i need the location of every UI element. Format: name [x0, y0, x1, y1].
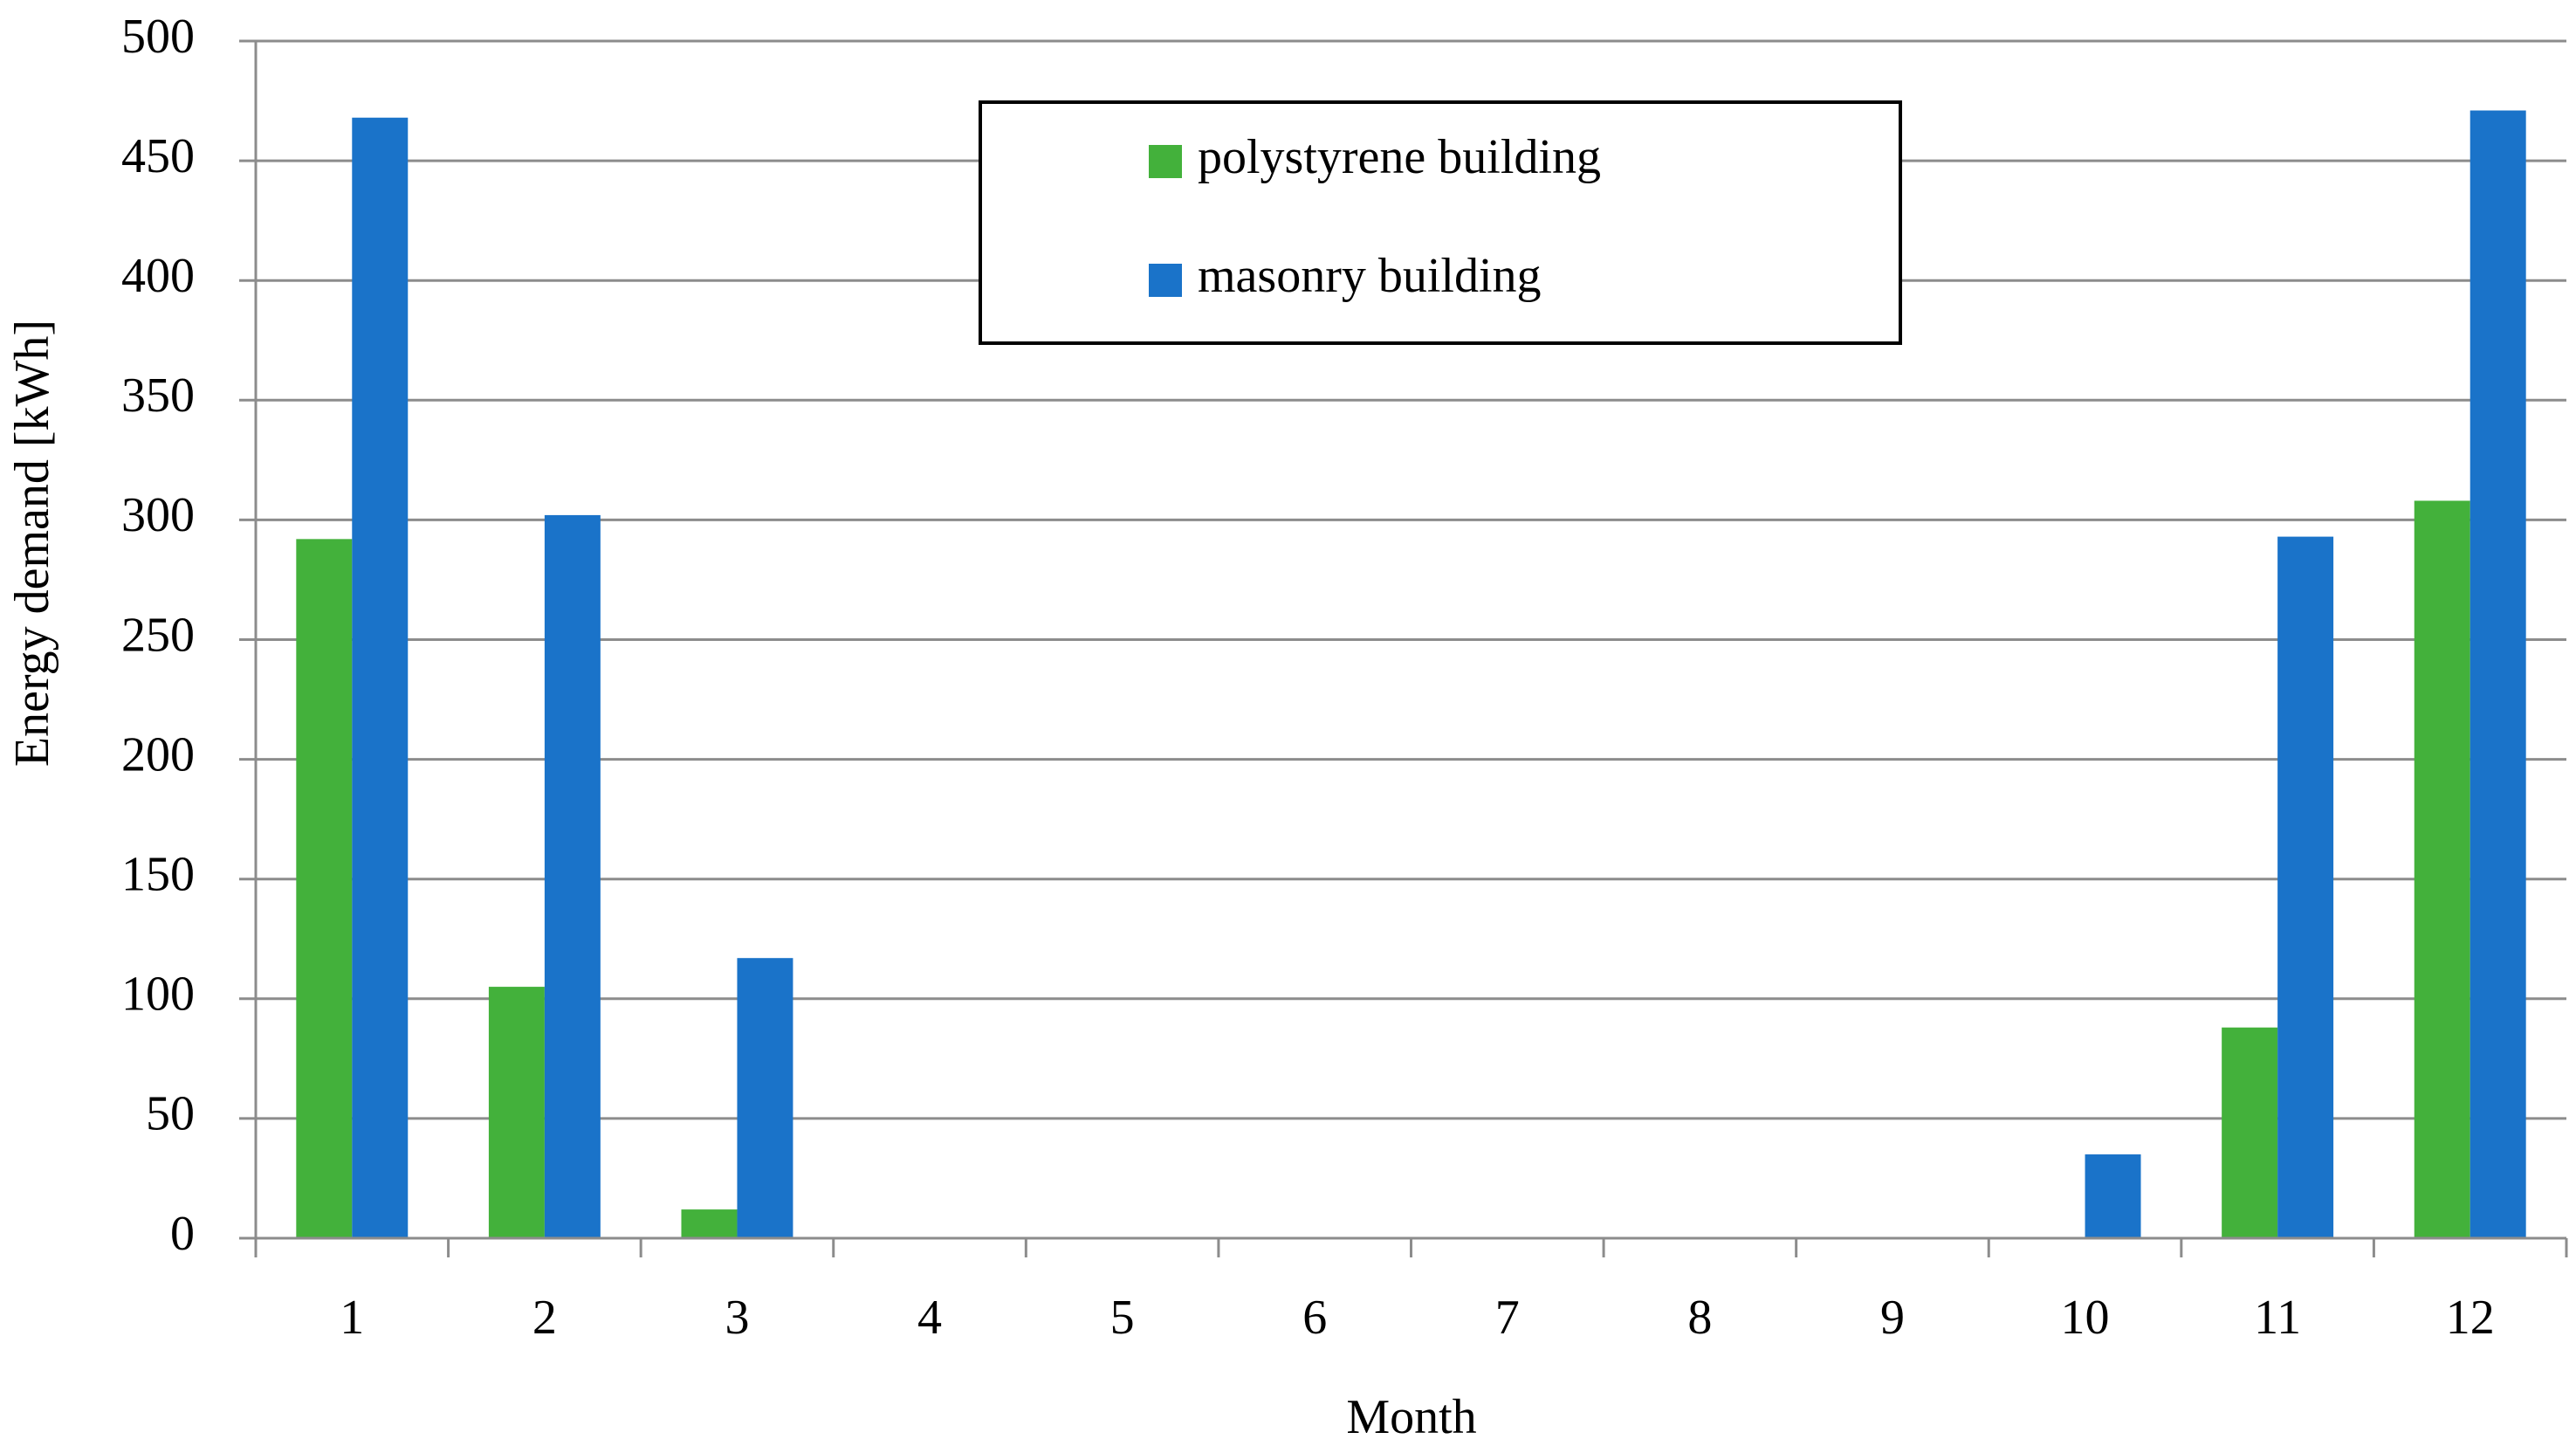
x-tick-label: 10	[2061, 1291, 2110, 1345]
bar	[352, 117, 409, 1238]
legend-swatch	[1149, 264, 1182, 297]
x-tick-label: 8	[1687, 1291, 1712, 1345]
bar	[2470, 110, 2526, 1239]
bar	[2222, 1027, 2278, 1238]
bar	[544, 514, 601, 1238]
x-tick-label: 11	[2254, 1291, 2301, 1345]
x-tick-label: 9	[1880, 1291, 1905, 1345]
x-tick-label: 3	[725, 1291, 749, 1345]
y-tick-label: 250	[121, 608, 195, 662]
x-tick-label: 5	[1110, 1291, 1135, 1345]
y-tick-label: 300	[121, 488, 195, 542]
bar	[737, 958, 793, 1238]
x-tick-label: 12	[2446, 1291, 2495, 1345]
bar	[2414, 500, 2470, 1238]
x-axis-title: Month	[1346, 1390, 1476, 1444]
y-tick-label: 200	[121, 727, 195, 782]
bar	[296, 539, 353, 1238]
x-tick-label: 1	[340, 1291, 364, 1345]
y-tick-label: 100	[121, 968, 195, 1022]
y-tick-label: 0	[170, 1207, 195, 1261]
bar	[488, 987, 545, 1238]
x-tick-label: 2	[532, 1291, 557, 1345]
y-tick-label: 150	[121, 848, 195, 902]
y-tick-label: 400	[121, 249, 195, 303]
y-tick-label: 500	[121, 10, 195, 64]
y-tick-label: 450	[121, 129, 195, 183]
y-tick-label: 50	[146, 1087, 195, 1141]
y-tick-label: 350	[121, 368, 195, 423]
legend-swatch	[1149, 145, 1182, 178]
x-tick-label: 4	[917, 1291, 942, 1345]
y-axis-title: Energy demand [kWh]	[5, 320, 59, 767]
bar	[2085, 1154, 2141, 1238]
legend-label: masonry building	[1198, 249, 1542, 303]
legend-box	[979, 100, 1902, 345]
legend-label: polystyrene building	[1198, 130, 1601, 184]
bar	[681, 1209, 738, 1238]
x-tick-label: 6	[1302, 1291, 1327, 1345]
bar	[2277, 536, 2334, 1238]
x-tick-label: 7	[1495, 1291, 1520, 1345]
